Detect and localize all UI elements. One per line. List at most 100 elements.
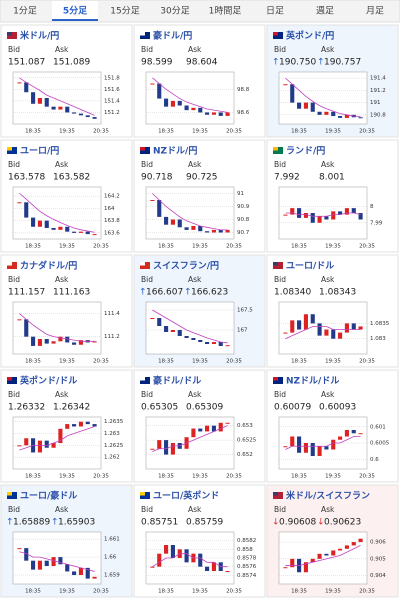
candle bbox=[310, 558, 315, 563]
candle bbox=[317, 446, 322, 456]
rate-panel[interactable]: 米ドル/円 Bid Ask 151.087 151.089 151.8 151.6 151.4… bbox=[0, 24, 133, 138]
pair-title: NZドル/円 bbox=[153, 146, 197, 157]
candle bbox=[331, 550, 336, 556]
tab[interactable]: 5分足 bbox=[63, 5, 88, 17]
candle bbox=[290, 320, 295, 333]
y-tick-label: 167.5 bbox=[237, 308, 253, 314]
candle bbox=[225, 571, 230, 572]
bid-value: 0.90608 bbox=[279, 518, 316, 528]
candle bbox=[351, 323, 356, 330]
candle bbox=[17, 82, 22, 84]
y-tick-label: 90.8 bbox=[237, 217, 250, 223]
candle bbox=[225, 112, 230, 116]
ask-label: Ask bbox=[321, 45, 335, 54]
candle bbox=[198, 340, 203, 342]
moving-average bbox=[19, 426, 95, 451]
pair-title: ユーロ/円 bbox=[20, 146, 59, 157]
tab[interactable]: 日足 bbox=[266, 6, 284, 17]
y-tick-label: 0.905 bbox=[370, 556, 386, 562]
candle bbox=[51, 557, 56, 567]
candle bbox=[24, 548, 29, 561]
x-tick-label: 19:35 bbox=[325, 474, 341, 480]
y-tick-label: 163.6 bbox=[104, 230, 120, 236]
candle bbox=[344, 208, 349, 215]
candle bbox=[310, 443, 315, 456]
bid-label: Bid bbox=[8, 45, 20, 54]
candle bbox=[324, 329, 329, 336]
rate-panel[interactable]: 米ドル/スイスフラン Bid Ask ↓ ↓0.90608 0.90623 0.906 0.9… bbox=[266, 484, 399, 598]
ask-label: Ask bbox=[55, 505, 69, 514]
tab[interactable]: 1分足 bbox=[13, 6, 37, 17]
candle bbox=[331, 111, 336, 117]
y-tick-label: 0.904 bbox=[370, 573, 386, 579]
candle bbox=[78, 231, 83, 233]
candle bbox=[317, 216, 322, 223]
x-tick-label: 18:35 bbox=[158, 244, 174, 250]
candle bbox=[338, 116, 343, 118]
y-tick-label: 111.4 bbox=[104, 311, 120, 317]
candle bbox=[184, 549, 189, 563]
candle bbox=[303, 213, 308, 218]
flag bbox=[273, 377, 278, 381]
x-tick-label: 20:35 bbox=[226, 244, 242, 250]
candle bbox=[297, 320, 302, 330]
tab[interactable]: 15分足 bbox=[110, 6, 139, 17]
rate-panel[interactable]: 英ポンド/円 Bid Ask ↑ ↑190.750 190.757 191.4 191.2 19… bbox=[266, 24, 399, 138]
x-tick-label: 19:35 bbox=[192, 359, 208, 365]
candle bbox=[324, 446, 329, 450]
moving-average bbox=[152, 193, 228, 231]
candle bbox=[170, 443, 175, 455]
candle bbox=[205, 566, 210, 571]
candle bbox=[51, 443, 56, 448]
bid-value: 7.992 bbox=[274, 173, 300, 183]
x-tick-label: 19:35 bbox=[59, 359, 75, 365]
candle bbox=[338, 332, 343, 339]
flag bbox=[140, 32, 145, 36]
candle bbox=[283, 214, 288, 216]
bid-label: Bid bbox=[8, 505, 20, 514]
pair-title: 英ポンド/ドル bbox=[19, 375, 77, 387]
x-tick-label: 19:35 bbox=[59, 244, 75, 250]
candle bbox=[44, 98, 49, 107]
y-tick-label: 0.6525 bbox=[237, 438, 257, 444]
moving-average bbox=[152, 77, 228, 113]
candle bbox=[78, 113, 83, 116]
candle bbox=[51, 341, 56, 344]
flag bbox=[7, 262, 12, 266]
tab[interactable]: 週足 bbox=[316, 6, 334, 17]
candle bbox=[92, 234, 97, 236]
bid-value: 98.599 bbox=[141, 58, 173, 68]
pair-title: スイスフラン/円 bbox=[153, 261, 219, 272]
pair-title: 英ポンド/円 bbox=[285, 30, 334, 42]
tab[interactable]: 30分足 bbox=[160, 6, 189, 17]
y-tick-label: 164 bbox=[104, 206, 115, 212]
trend-arrow: ↑ bbox=[6, 518, 14, 528]
y-tick-label: 0.652 bbox=[237, 452, 253, 458]
candle bbox=[17, 319, 22, 321]
candle bbox=[211, 425, 216, 432]
tab[interactable]: 1時間足 bbox=[209, 6, 242, 17]
pair-title: カナダドル/円 bbox=[20, 260, 77, 272]
candle bbox=[351, 208, 356, 213]
y-tick-label: 191.2 bbox=[370, 88, 386, 94]
ask-value: 190.757 bbox=[324, 58, 361, 68]
candle bbox=[85, 567, 90, 579]
bid-label: Bid bbox=[274, 390, 286, 399]
candle bbox=[344, 114, 349, 118]
tab[interactable]: 月足 bbox=[366, 6, 384, 17]
candle bbox=[92, 341, 97, 343]
candle bbox=[290, 208, 295, 215]
ask-value: 166.623 bbox=[191, 288, 228, 298]
rate-panel[interactable]: 英ポンド/ドル Bid Ask 1.26332 1.26342 1.2635 1.263 1.… bbox=[0, 369, 133, 483]
